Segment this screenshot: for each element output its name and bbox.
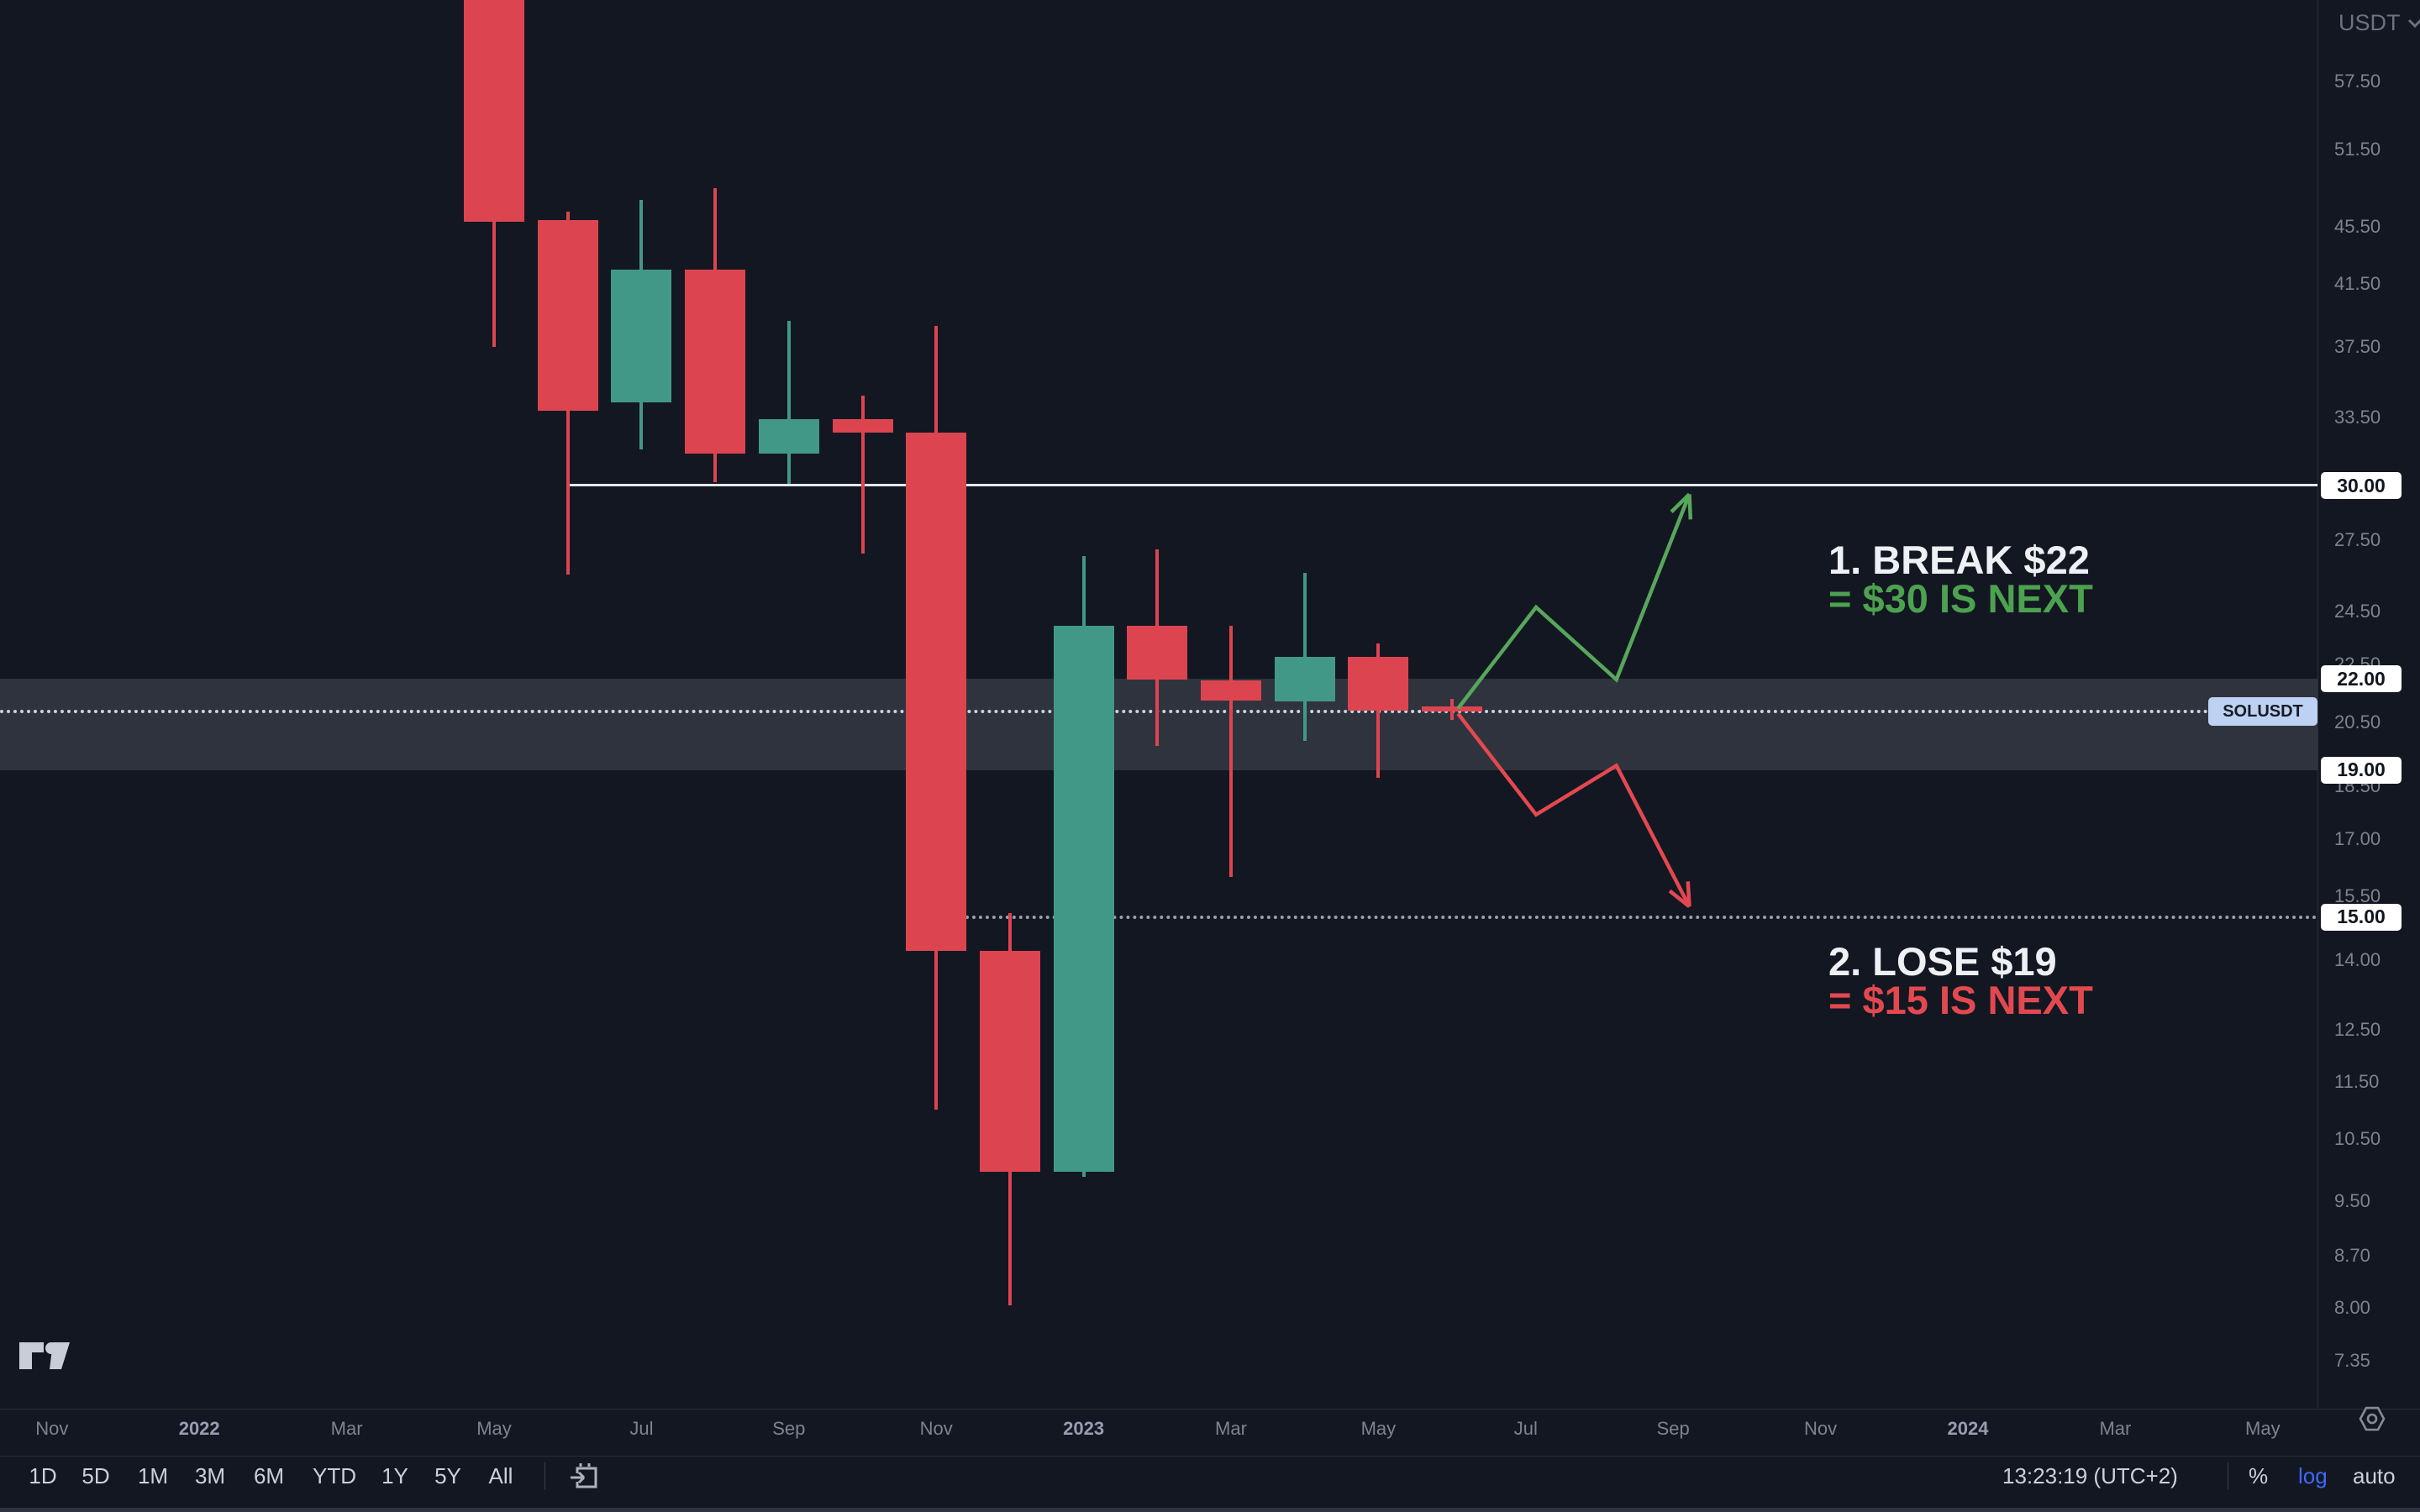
range-button-6m[interactable]: 6M (253, 1462, 285, 1488)
candle-body (758, 418, 819, 454)
time-axis-month-label: Nov (919, 1418, 953, 1439)
price-level-box: 15.00 (2321, 903, 2402, 931)
go-to-date-icon[interactable] (571, 1462, 602, 1490)
clock[interactable]: 13:23:19 (UTC+2) (2002, 1462, 2178, 1488)
bullish-projection-line-arrowhead (1670, 492, 1691, 513)
bullish-projection-line-arrowhead (1687, 494, 1693, 520)
range-button-all[interactable]: All (488, 1462, 513, 1488)
price-tick-label: 51.50 (2334, 139, 2381, 160)
candle-body (1053, 625, 1114, 1172)
price-tick-label: 9.50 (2334, 1189, 2370, 1211)
range-button-3m[interactable]: 3M (194, 1462, 226, 1488)
time-axis-month-label: Jul (1513, 1418, 1538, 1439)
price-tick-label: 12.50 (2334, 1019, 2381, 1041)
time-axis-month-label: May (476, 1418, 512, 1439)
range-button-1d[interactable]: 1D (29, 1462, 57, 1488)
price-tick-label: 7.35 (2334, 1349, 2370, 1371)
price-tick-label: 15.50 (2334, 885, 2381, 907)
time-axis-month-label: Nov (35, 1418, 69, 1439)
bullish-projection-line (1456, 493, 1691, 710)
time-axis-month-label: Nov (1804, 1418, 1838, 1439)
time-axis-month-label: Mar (330, 1418, 363, 1439)
range-button-5d[interactable]: 5D (82, 1462, 110, 1488)
bearish-annotation-line1: 2. LOSE $19 (1828, 939, 2057, 984)
price-tick-label: 17.00 (2334, 827, 2381, 849)
time-axis-month-label: Jul (629, 1418, 654, 1439)
candle-body (1127, 625, 1188, 680)
range-button-1m[interactable]: 1M (137, 1462, 169, 1488)
bullish-annotation[interactable]: 1. BREAK $22 = $30 IS NEXT (1828, 538, 2093, 621)
price-scale-separator (2317, 0, 2318, 1409)
candle-body (832, 418, 893, 433)
support-line-15[interactable] (965, 915, 2317, 919)
scale-settings-gear-icon[interactable] (2358, 1404, 2386, 1433)
time-axis-separator (0, 1409, 2420, 1410)
price-level-box: 19.00 (2321, 756, 2402, 784)
price-level-box: 22.00 (2321, 665, 2402, 692)
candle-body (464, 0, 524, 222)
candle-wick (860, 395, 865, 554)
price-tick-label: 57.50 (2334, 70, 2381, 92)
resistance-line-30[interactable] (567, 484, 2317, 487)
log-scale-button[interactable]: log (2298, 1462, 2328, 1488)
percent-scale-button[interactable]: % (2249, 1462, 2269, 1488)
symbol-price-badge: SOLUSDT (2208, 697, 2317, 727)
candle-body (537, 220, 598, 412)
candle-body (906, 432, 967, 952)
candle-body (979, 951, 1040, 1172)
price-tick-label: 20.50 (2334, 711, 2381, 733)
range-button-ytd[interactable]: YTD (313, 1462, 356, 1488)
price-tick-label: 24.50 (2334, 601, 2381, 622)
candle-body (1201, 680, 1261, 701)
range-button-1y[interactable]: 1Y (381, 1462, 408, 1488)
price-level-box: 30.00 (2321, 472, 2402, 500)
price-tick-label: 10.50 (2334, 1127, 2381, 1149)
bearish-projection-line-arrowhead (1668, 889, 1691, 909)
tradingview-logo[interactable] (19, 1342, 75, 1371)
time-axis-month-label: Mar (2099, 1418, 2132, 1439)
time-axis-month-label: May (1360, 1418, 1397, 1439)
price-tick-label: 27.50 (2334, 528, 2381, 550)
bullish-annotation-line2: = $30 IS NEXT (1828, 576, 2093, 621)
price-tick-label: 37.50 (2334, 336, 2381, 358)
bearish-annotation[interactable]: 2. LOSE $19 = $15 IS NEXT (1828, 942, 2093, 1020)
candle-body (611, 269, 672, 403)
time-axis-month-label: May (2245, 1418, 2281, 1439)
toolbar-separator (0, 1456, 2420, 1457)
time-axis-month-label: Sep (1656, 1418, 1690, 1439)
price-tick-label: 33.50 (2334, 406, 2381, 428)
chevron-down-icon (2407, 18, 2420, 28)
candle-body (1422, 706, 1483, 712)
quote-currency-label: USDT (2338, 10, 2401, 35)
candle-body (1348, 656, 1409, 711)
candle-wick (1229, 625, 1233, 877)
price-tick-label: 11.50 (2334, 1071, 2380, 1093)
price-tick-label: 8.00 (2334, 1296, 2370, 1318)
candle-body (685, 269, 746, 454)
price-tick-label: 8.70 (2334, 1244, 2370, 1266)
candle-body (1274, 656, 1335, 702)
bullish-annotation-line1: 1. BREAK $22 (1828, 538, 2090, 582)
price-tick-label: 41.50 (2334, 273, 2381, 295)
window-bottom-strip (0, 1508, 2420, 1512)
price-tick-label: 45.50 (2334, 216, 2381, 238)
bearish-projection-line-arrowhead (1686, 881, 1691, 907)
time-axis-year-label: 2024 (1947, 1418, 1989, 1439)
time-axis-month-label: Sep (772, 1418, 806, 1439)
candle-wick (786, 321, 791, 484)
price-tick-label: 14.00 (2334, 948, 2381, 970)
auto-scale-button[interactable]: auto (2353, 1462, 2396, 1488)
time-axis-month-label: Mar (1215, 1418, 1247, 1439)
bearish-annotation-line2: = $15 IS NEXT (1828, 978, 2093, 1022)
time-axis-year-label: 2022 (178, 1418, 220, 1439)
range-button-5y[interactable]: 5Y (434, 1462, 461, 1488)
toolbar-divider-left (544, 1462, 545, 1489)
quote-currency-dropdown[interactable]: USDT (2338, 10, 2420, 36)
time-axis-year-label: 2023 (1063, 1418, 1105, 1439)
